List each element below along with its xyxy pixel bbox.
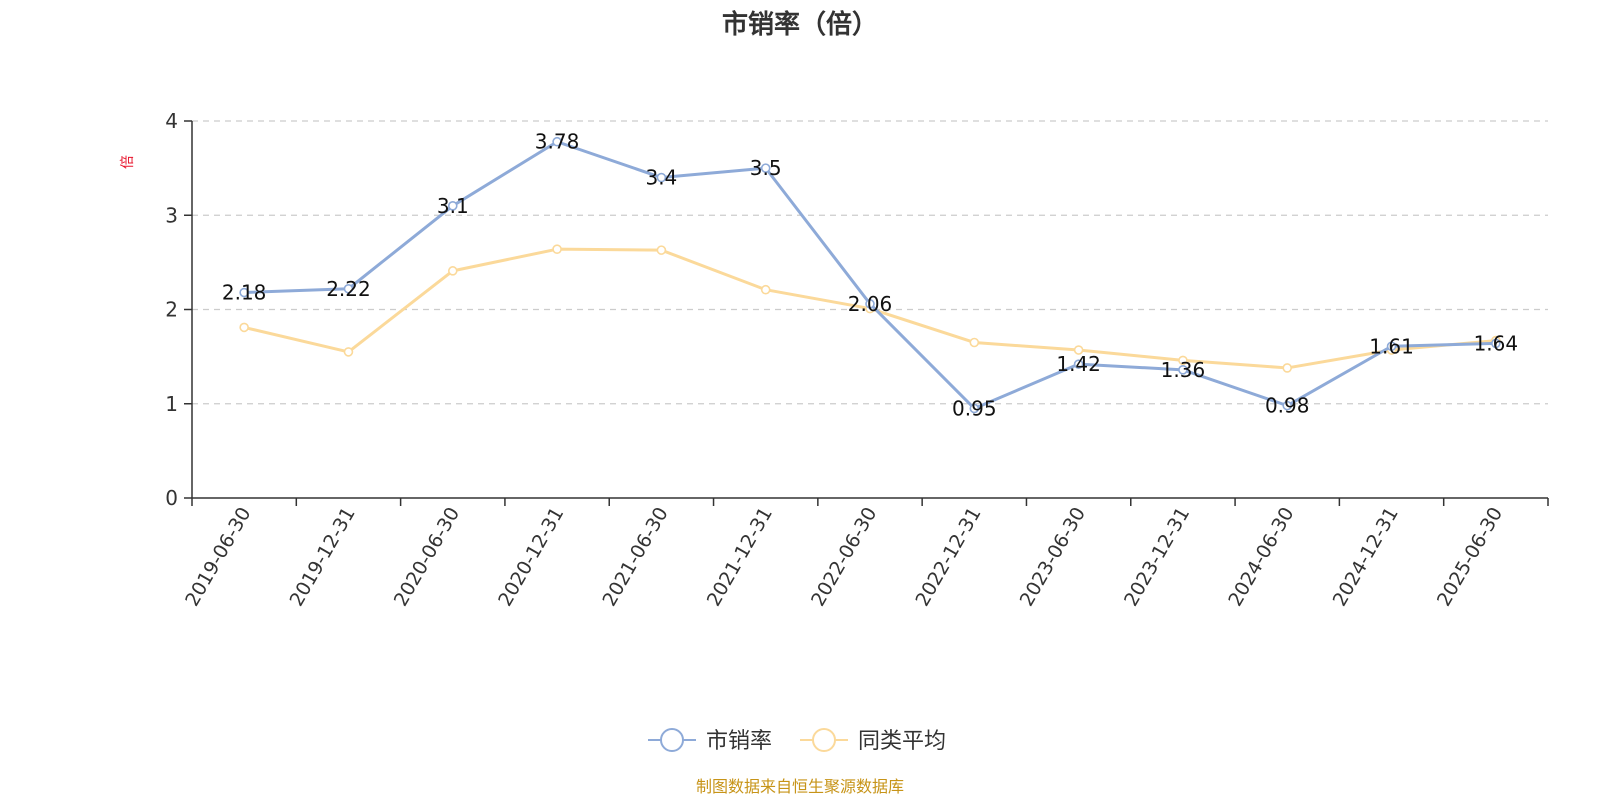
- y-tick-label: 0: [165, 486, 178, 510]
- y-tick-label: 4: [165, 109, 178, 133]
- data-label: 1.36: [1161, 358, 1206, 382]
- series-layer: [239, 136, 1501, 414]
- y-tick-label: 1: [165, 392, 178, 416]
- data-point: [239, 287, 249, 298]
- data-point: [1386, 341, 1397, 352]
- data-label: 0.95: [952, 396, 997, 420]
- data-point: [969, 403, 980, 414]
- legend-label: 同类平均: [858, 729, 946, 754]
- data-point: [239, 322, 249, 333]
- data-label: 3.5: [750, 156, 782, 180]
- data-point: [969, 337, 980, 348]
- legend-item-primary[interactable]: 市销率: [648, 728, 772, 754]
- data-point: [447, 266, 458, 276]
- data-point: [343, 347, 354, 357]
- data-point: [552, 136, 562, 147]
- data-label: 3.1: [437, 194, 469, 218]
- data-label: 1.64: [1474, 331, 1519, 355]
- data-label: 2.18: [222, 281, 267, 305]
- y-axis-unit-label: 倍: [120, 155, 136, 169]
- legend-marker-icon: [660, 728, 684, 752]
- legend: 市销率 同类平均: [648, 728, 946, 754]
- data-label: 2.06: [848, 292, 893, 316]
- data-point: [343, 283, 354, 294]
- legend-marker-icon: [812, 728, 836, 752]
- legend-item-average[interactable]: 同类平均: [800, 728, 946, 754]
- grid-lines: [192, 120, 1548, 405]
- x-tick-label: 2022-12-31: [911, 503, 985, 610]
- data-label: 1.61: [1369, 334, 1414, 358]
- data-point: [1282, 363, 1293, 373]
- data-point: [1178, 365, 1188, 375]
- data-point: [656, 172, 667, 183]
- x-tick-label: 2021-06-30: [598, 504, 672, 611]
- x-tick-label: 2023-12-31: [1120, 504, 1194, 611]
- data-point: [656, 245, 667, 255]
- data-label: 1.42: [1056, 352, 1101, 376]
- source-note: 制图数据来自恒生聚源数据库: [696, 777, 904, 796]
- data-label: 3.78: [535, 130, 580, 154]
- chart-title: 市销率（倍）: [722, 9, 878, 40]
- series-line-primary: [244, 140, 1496, 410]
- x-tick-label: 2020-12-31: [494, 504, 568, 611]
- y-tick-label: 2: [165, 298, 178, 322]
- x-tick-label: 2019-12-31: [286, 504, 360, 611]
- x-tick-label: 2019-06-30: [181, 504, 255, 611]
- data-label: 0.98: [1265, 394, 1310, 418]
- x-tick-label: 2020-06-30: [390, 504, 464, 611]
- data-point: [1282, 400, 1293, 411]
- data-point: [760, 284, 771, 295]
- x-tick-label: 2024-06-30: [1224, 504, 1298, 611]
- data-point: [760, 163, 771, 173]
- data-label: 3.4: [645, 166, 677, 190]
- data-point: [552, 244, 562, 254]
- x-tick-label: 2023-06-30: [1016, 504, 1090, 611]
- data-point: [1073, 359, 1084, 369]
- data-label: 2.22: [326, 277, 371, 301]
- x-tick-label: 2024-12-31: [1329, 504, 1403, 611]
- legend-label: 市销率: [706, 729, 772, 754]
- y-tick-label: 3: [165, 203, 178, 227]
- data-point: [865, 299, 875, 309]
- data-point: [1491, 338, 1501, 349]
- data-point: [1073, 345, 1084, 355]
- x-tick-label: 2022-06-30: [807, 504, 881, 611]
- data-point: [447, 201, 458, 211]
- x-tick-label: 2021-12-31: [703, 504, 777, 611]
- x-tick-label: 2025-06-30: [1433, 504, 1507, 611]
- data-point: [1178, 355, 1188, 366]
- data-labels: 2.18 2.22 3.1 3.78 3.4 3.5 2.06 0.95 1.42 1.36 0.9…: [222, 130, 1518, 421]
